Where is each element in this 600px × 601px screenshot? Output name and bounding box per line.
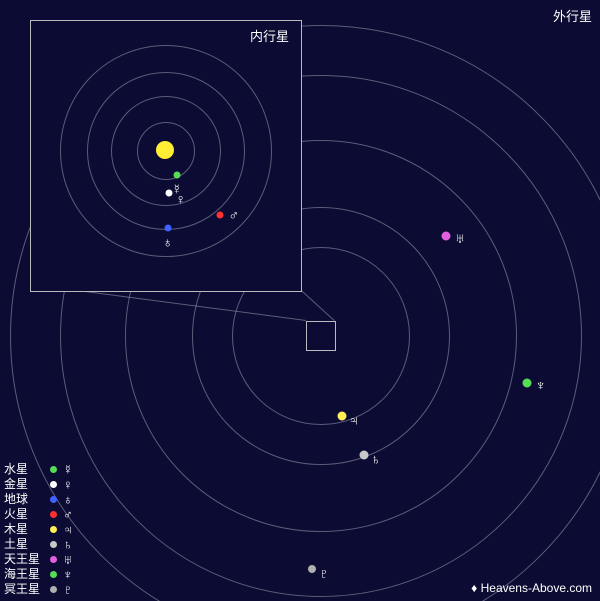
legend-row-3: 火星 ♂ bbox=[4, 507, 73, 522]
inner-region-box bbox=[306, 321, 336, 351]
legend-row-2: 地球 ♁ bbox=[4, 492, 73, 507]
legend-dot-4 bbox=[50, 526, 57, 533]
legend-dot-5 bbox=[50, 541, 57, 548]
credit-link[interactable]: ♦ Heavens-Above.com bbox=[471, 581, 592, 595]
symbol-uranus: ♅ bbox=[455, 230, 466, 246]
legend-name-4: 木星 bbox=[4, 522, 48, 537]
legend-row-6: 天王星 ♅ bbox=[4, 552, 73, 567]
planet-jupiter bbox=[337, 412, 346, 421]
planet-mercury bbox=[173, 172, 180, 179]
legend-dot-6 bbox=[50, 556, 57, 563]
legend-dot-3 bbox=[50, 511, 57, 518]
legend-row-4: 木星 ♃ bbox=[4, 522, 73, 537]
legend: 水星 ☿ 金星 ♀ 地球 ♁ 火星 ♂ 木星 ♃ 土星 ♄ 天王星 ♅ 海王星 ♆ 冥王星 ♇ bbox=[4, 462, 73, 597]
planet-venus bbox=[165, 189, 172, 196]
legend-symbol-2: ♁ bbox=[63, 492, 73, 507]
sun bbox=[156, 141, 174, 159]
planet-earth bbox=[164, 224, 171, 231]
legend-name-8: 冥王星 bbox=[4, 582, 48, 597]
legend-symbol-4: ♃ bbox=[63, 522, 73, 537]
legend-name-3: 火星 bbox=[4, 507, 48, 522]
planet-mars bbox=[216, 212, 223, 219]
inner-planets-title: 内行星 bbox=[250, 26, 289, 45]
planet-pluto bbox=[308, 565, 316, 573]
planet-neptune bbox=[522, 378, 531, 387]
legend-symbol-1: ♀ bbox=[63, 477, 73, 492]
legend-dot-0 bbox=[50, 466, 57, 473]
legend-symbol-6: ♅ bbox=[63, 552, 73, 567]
symbol-neptune: ♆ bbox=[535, 377, 546, 393]
symbol-venus: ♀ bbox=[175, 191, 186, 207]
symbol-mars: ♂ bbox=[228, 207, 239, 223]
legend-symbol-0: ☿ bbox=[63, 462, 73, 477]
legend-row-5: 土星 ♄ bbox=[4, 537, 73, 552]
symbol-earth: ♁ bbox=[162, 234, 173, 250]
legend-name-7: 海王星 bbox=[4, 567, 48, 582]
solar-system-diagram: ♃♄♅♆♇☿♀♁♂外行星内行星水星☿金星♀地球♁火星♂木星♃土星♄天王星♅海王星… bbox=[0, 0, 600, 601]
legend-row-8: 冥王星 ♇ bbox=[4, 582, 73, 597]
legend-symbol-7: ♆ bbox=[63, 567, 73, 582]
legend-name-0: 水星 bbox=[4, 462, 48, 477]
legend-dot-8 bbox=[50, 586, 57, 593]
legend-name-2: 地球 bbox=[4, 492, 48, 507]
legend-dot-7 bbox=[50, 571, 57, 578]
planet-uranus bbox=[442, 232, 451, 241]
planet-saturn bbox=[359, 451, 368, 460]
outer-planets-title: 外行星 bbox=[553, 6, 592, 25]
legend-name-6: 天王星 bbox=[4, 552, 48, 567]
legend-name-5: 土星 bbox=[4, 537, 48, 552]
legend-row-7: 海王星 ♆ bbox=[4, 567, 73, 582]
symbol-jupiter: ♃ bbox=[348, 412, 359, 428]
legend-name-1: 金星 bbox=[4, 477, 48, 492]
legend-dot-1 bbox=[50, 481, 57, 488]
legend-dot-2 bbox=[50, 496, 57, 503]
legend-row-1: 金星 ♀ bbox=[4, 477, 73, 492]
legend-symbol-8: ♇ bbox=[63, 582, 73, 597]
symbol-pluto: ♇ bbox=[319, 565, 330, 581]
legend-symbol-3: ♂ bbox=[63, 507, 73, 522]
legend-row-0: 水星 ☿ bbox=[4, 462, 73, 477]
legend-symbol-5: ♄ bbox=[63, 537, 73, 552]
symbol-saturn: ♄ bbox=[371, 451, 382, 467]
